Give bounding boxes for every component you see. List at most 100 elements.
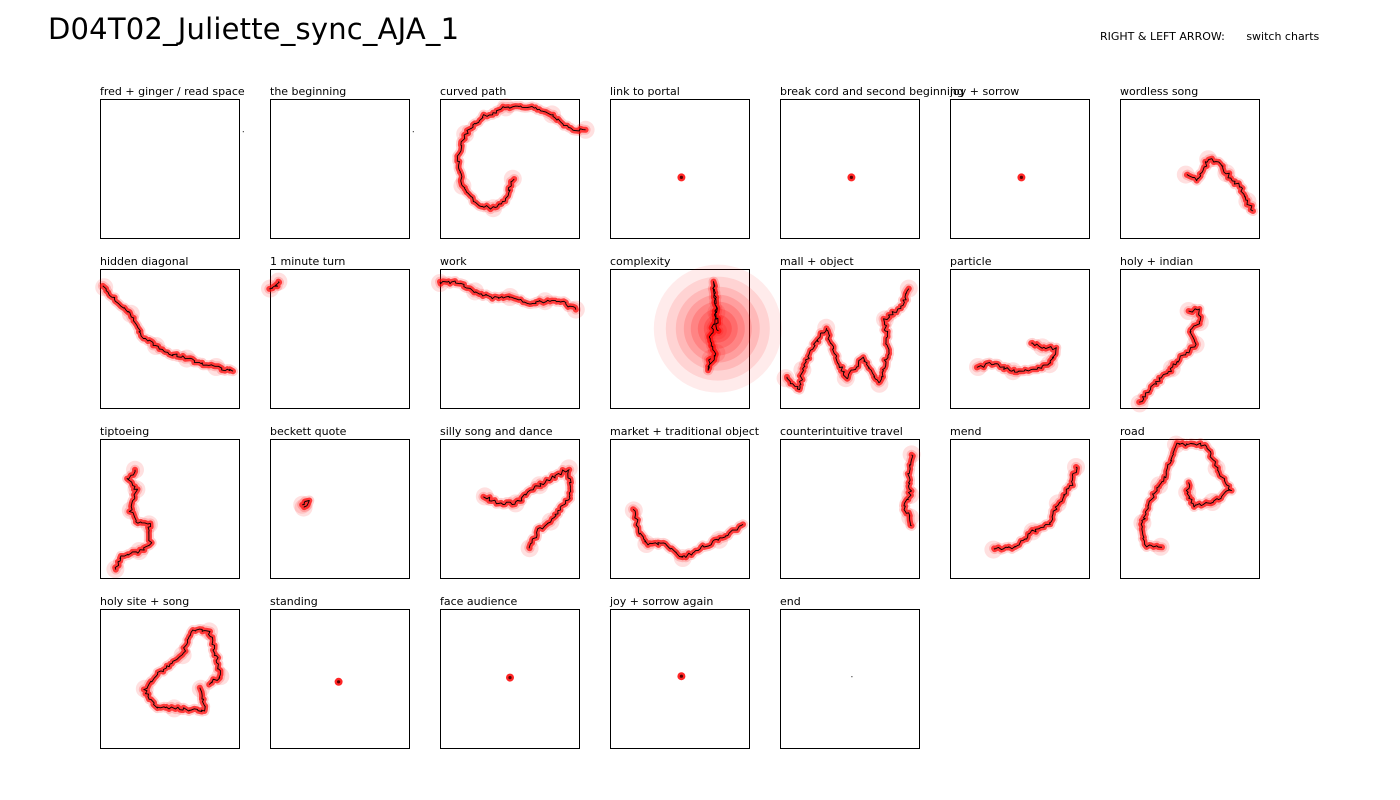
chart-label: the beginning xyxy=(270,85,347,98)
chart-frame xyxy=(270,439,410,579)
chart-label: silly song and dance xyxy=(440,425,553,438)
chart-label: standing xyxy=(270,595,318,608)
chart-label: link to portal xyxy=(610,85,680,98)
chart-frame xyxy=(610,99,750,239)
chart-label: face audience xyxy=(440,595,518,608)
chart-panel: face audience xyxy=(440,595,612,755)
chart-frame xyxy=(950,99,1090,239)
movement-path xyxy=(439,280,577,310)
trajectory-chart xyxy=(950,269,1090,409)
chart-frame xyxy=(100,99,240,239)
movement-path xyxy=(302,500,310,508)
movement-path xyxy=(903,454,914,527)
chart-frame xyxy=(270,609,410,749)
chart-label: mend xyxy=(950,425,982,438)
chart-panel: beckett quote xyxy=(270,425,442,585)
chart-panel: market + traditional object xyxy=(610,425,782,585)
movement-path xyxy=(143,628,221,712)
chart-frame xyxy=(780,609,920,749)
chart-label: wordless song xyxy=(1120,85,1199,98)
position-mark xyxy=(851,676,853,678)
chart-frame xyxy=(1120,269,1260,409)
movement-path xyxy=(269,281,280,290)
movement-path xyxy=(786,288,910,391)
position-dot xyxy=(679,674,683,678)
position-mark xyxy=(412,131,414,133)
trajectory-chart xyxy=(610,99,750,239)
chart-label: counterintuitive travel xyxy=(780,425,903,438)
chart-frame xyxy=(610,439,750,579)
heat-glow xyxy=(97,280,238,377)
chart-frame xyxy=(270,99,410,239)
chart-panel: curved path xyxy=(440,85,612,245)
movement-path xyxy=(1186,158,1254,212)
trajectory-chart xyxy=(776,269,920,409)
movement-path xyxy=(707,281,719,371)
position-dot xyxy=(679,175,683,179)
chart-panel: holy site + song xyxy=(100,595,272,755)
chart-panel: complexity xyxy=(610,255,782,415)
chart-panel: fred + ginger / read space xyxy=(100,85,272,245)
trajectory-chart xyxy=(270,609,410,749)
movement-path xyxy=(1139,308,1202,403)
chart-label: work xyxy=(440,255,467,268)
position-mark xyxy=(242,131,244,133)
chart-label: 1 minute turn xyxy=(270,255,346,268)
position-dot xyxy=(508,676,512,680)
position-dot xyxy=(1019,175,1023,179)
trajectory-chart xyxy=(100,99,244,239)
trajectory-chart xyxy=(440,609,580,749)
chart-label: road xyxy=(1120,425,1145,438)
chart-panel: tiptoeing xyxy=(100,425,272,585)
movement-path xyxy=(1140,442,1233,548)
chart-panel: 1 minute turn xyxy=(261,255,442,415)
chart-panel: particle xyxy=(950,255,1122,415)
chart-panel: work xyxy=(431,255,612,415)
chart-label: complexity xyxy=(610,255,671,268)
chart-frame xyxy=(440,439,580,579)
chart-label: particle xyxy=(950,255,992,268)
trajectory-chart xyxy=(440,98,595,239)
trajectory-chart xyxy=(100,609,240,749)
chart-frame xyxy=(100,609,240,749)
trajectory-chart xyxy=(1120,435,1260,579)
trajectory-chart xyxy=(95,269,240,409)
trajectory-chart xyxy=(780,609,920,749)
heat-glow xyxy=(138,624,226,717)
chart-frame xyxy=(950,439,1090,579)
chart-frame xyxy=(610,609,750,749)
chart-panel: joy + sorrow again xyxy=(610,595,782,755)
chart-panel: standing xyxy=(270,595,442,755)
chart-frame xyxy=(1120,99,1260,239)
chart-frame xyxy=(780,269,920,409)
chart-frame xyxy=(440,609,580,749)
chart-frame xyxy=(100,439,240,579)
chart-frame xyxy=(270,269,410,409)
chart-frame xyxy=(100,269,240,409)
chart-label: beckett quote xyxy=(270,425,347,438)
trajectory-chart xyxy=(270,439,410,579)
trajectory-chart xyxy=(950,99,1090,239)
chart-label: holy + indian xyxy=(1120,255,1194,268)
chart-label: break cord and second beginning xyxy=(780,85,964,98)
movement-path xyxy=(114,469,153,570)
chart-frame xyxy=(440,99,580,239)
chart-label: holy site + song xyxy=(100,595,190,608)
trajectory-chart xyxy=(270,99,414,239)
chart-label: curved path xyxy=(440,85,507,98)
chart-panel: counterintuitive travel xyxy=(780,425,952,585)
chart-panel: hidden diagonal xyxy=(95,255,272,415)
trajectory-chart xyxy=(100,439,240,579)
chart-panel: mend xyxy=(950,425,1122,585)
trajectory-chart xyxy=(1120,99,1260,239)
trajectory-chart xyxy=(261,269,410,409)
hint-action: switch charts xyxy=(1246,30,1320,43)
position-dot xyxy=(849,175,853,179)
chart-panel: the beginning xyxy=(270,85,442,245)
chart-panel: mall + object xyxy=(776,255,952,415)
chart-frame xyxy=(1120,439,1260,579)
hint-key: RIGHT & LEFT ARROW: xyxy=(1100,30,1225,43)
chart-label: joy + sorrow xyxy=(950,85,1020,98)
trajectory-chart xyxy=(1120,269,1260,413)
chart-label: end xyxy=(780,595,801,608)
